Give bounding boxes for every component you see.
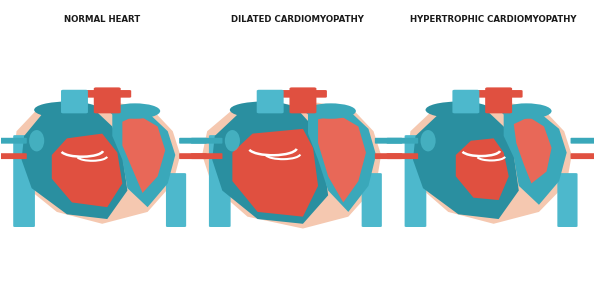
FancyBboxPatch shape	[0, 138, 27, 144]
FancyBboxPatch shape	[278, 90, 295, 98]
Polygon shape	[14, 103, 181, 224]
Ellipse shape	[305, 103, 356, 119]
FancyBboxPatch shape	[386, 138, 418, 144]
FancyBboxPatch shape	[375, 153, 403, 159]
Polygon shape	[318, 114, 366, 202]
FancyBboxPatch shape	[13, 135, 35, 227]
Text: NORMAL HEART: NORMAL HEART	[64, 15, 140, 24]
Polygon shape	[112, 107, 175, 207]
FancyBboxPatch shape	[310, 90, 327, 98]
Polygon shape	[503, 107, 566, 205]
FancyBboxPatch shape	[571, 138, 598, 144]
FancyBboxPatch shape	[485, 87, 512, 113]
FancyBboxPatch shape	[506, 90, 523, 98]
Ellipse shape	[501, 103, 551, 119]
Polygon shape	[456, 138, 509, 200]
FancyBboxPatch shape	[375, 138, 403, 144]
FancyBboxPatch shape	[209, 135, 230, 227]
FancyBboxPatch shape	[115, 90, 131, 98]
Ellipse shape	[29, 130, 44, 151]
Polygon shape	[408, 103, 572, 224]
Ellipse shape	[421, 130, 436, 151]
Text: HYPERTROPHIC CARDIOMYOPATHY: HYPERTROPHIC CARDIOMYOPATHY	[410, 15, 577, 24]
FancyBboxPatch shape	[452, 90, 479, 113]
FancyBboxPatch shape	[571, 153, 598, 159]
FancyBboxPatch shape	[61, 90, 88, 113]
Ellipse shape	[230, 102, 295, 118]
Ellipse shape	[225, 130, 240, 151]
Polygon shape	[202, 103, 381, 228]
Ellipse shape	[425, 102, 491, 118]
FancyBboxPatch shape	[474, 90, 491, 98]
FancyBboxPatch shape	[0, 153, 27, 159]
Polygon shape	[52, 134, 122, 207]
Polygon shape	[22, 107, 127, 219]
FancyBboxPatch shape	[191, 153, 223, 159]
Polygon shape	[232, 129, 318, 217]
FancyBboxPatch shape	[191, 138, 223, 144]
Polygon shape	[413, 107, 519, 219]
FancyBboxPatch shape	[166, 173, 186, 227]
FancyBboxPatch shape	[404, 135, 427, 227]
FancyBboxPatch shape	[179, 153, 207, 159]
FancyBboxPatch shape	[94, 87, 121, 113]
FancyBboxPatch shape	[289, 87, 316, 113]
Polygon shape	[122, 114, 165, 193]
FancyBboxPatch shape	[362, 173, 382, 227]
FancyBboxPatch shape	[257, 90, 284, 113]
Polygon shape	[308, 105, 376, 212]
FancyBboxPatch shape	[179, 138, 207, 144]
Text: DILATED CARDIOMYOPATHY: DILATED CARDIOMYOPATHY	[232, 15, 364, 24]
FancyBboxPatch shape	[557, 173, 578, 227]
Ellipse shape	[110, 103, 160, 119]
Ellipse shape	[34, 102, 100, 118]
FancyBboxPatch shape	[386, 153, 418, 159]
FancyBboxPatch shape	[83, 90, 100, 98]
Polygon shape	[514, 117, 551, 184]
Polygon shape	[212, 105, 328, 224]
